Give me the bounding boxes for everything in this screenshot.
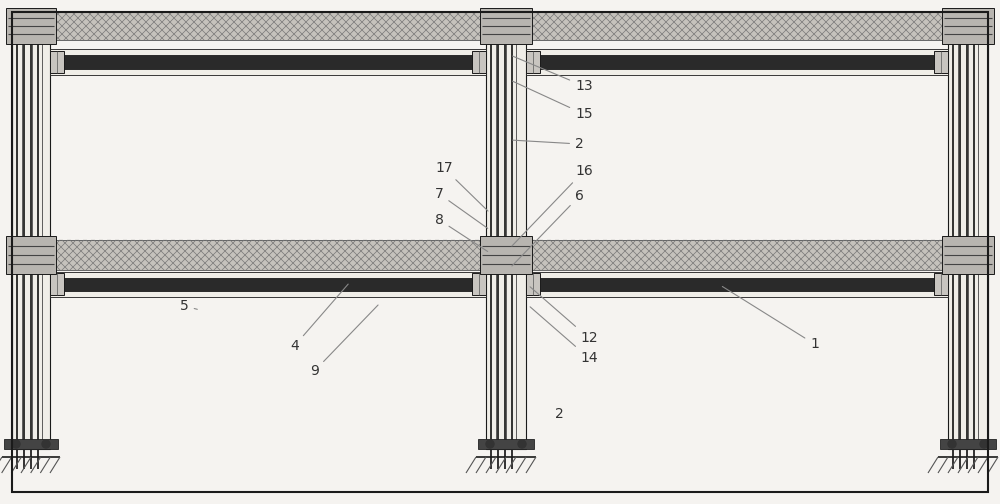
Text: 12: 12 — [530, 287, 598, 345]
Text: 16: 16 — [512, 164, 593, 246]
Text: 6: 6 — [512, 189, 584, 266]
Bar — [50, 273, 64, 295]
Circle shape — [486, 440, 494, 448]
Bar — [12, 12, 988, 40]
Text: 2: 2 — [513, 137, 584, 151]
Bar — [526, 51, 540, 73]
Circle shape — [518, 440, 526, 448]
Bar — [948, 40, 988, 449]
Bar — [526, 49, 948, 55]
Bar — [942, 236, 994, 274]
Bar — [526, 55, 948, 69]
Circle shape — [948, 440, 956, 448]
Circle shape — [42, 440, 50, 448]
Circle shape — [980, 440, 988, 448]
Bar — [4, 439, 58, 449]
Text: 8: 8 — [435, 213, 488, 251]
Bar — [934, 273, 948, 295]
Bar — [526, 69, 948, 75]
Bar — [50, 55, 486, 69]
Bar — [50, 291, 486, 297]
Bar — [526, 273, 540, 295]
Bar — [6, 236, 56, 274]
Bar — [50, 51, 64, 73]
Bar — [12, 12, 988, 40]
Bar — [480, 236, 532, 274]
Bar — [940, 439, 996, 449]
Bar — [526, 291, 948, 297]
Text: 17: 17 — [435, 161, 488, 211]
Text: 2: 2 — [555, 407, 564, 421]
Bar — [50, 278, 486, 291]
Bar — [526, 278, 948, 291]
Text: 1: 1 — [722, 286, 819, 351]
Bar — [472, 273, 486, 295]
Bar — [942, 8, 994, 44]
Bar — [472, 51, 486, 73]
Bar — [478, 439, 534, 449]
Text: 15: 15 — [513, 81, 593, 121]
Bar — [50, 272, 486, 278]
Bar — [12, 240, 988, 270]
Bar — [486, 40, 526, 449]
Bar — [934, 51, 948, 73]
Bar — [12, 240, 988, 270]
Circle shape — [12, 440, 20, 448]
Text: 14: 14 — [530, 307, 598, 365]
Text: 5: 5 — [180, 299, 197, 313]
Text: 9: 9 — [310, 305, 378, 378]
Text: 13: 13 — [513, 56, 593, 93]
Bar — [526, 272, 948, 278]
Text: 4: 4 — [290, 284, 348, 353]
Text: 7: 7 — [435, 187, 488, 228]
Bar — [480, 8, 532, 44]
Bar — [6, 8, 56, 44]
Bar — [12, 40, 50, 449]
Bar — [50, 69, 486, 75]
Bar — [50, 49, 486, 55]
